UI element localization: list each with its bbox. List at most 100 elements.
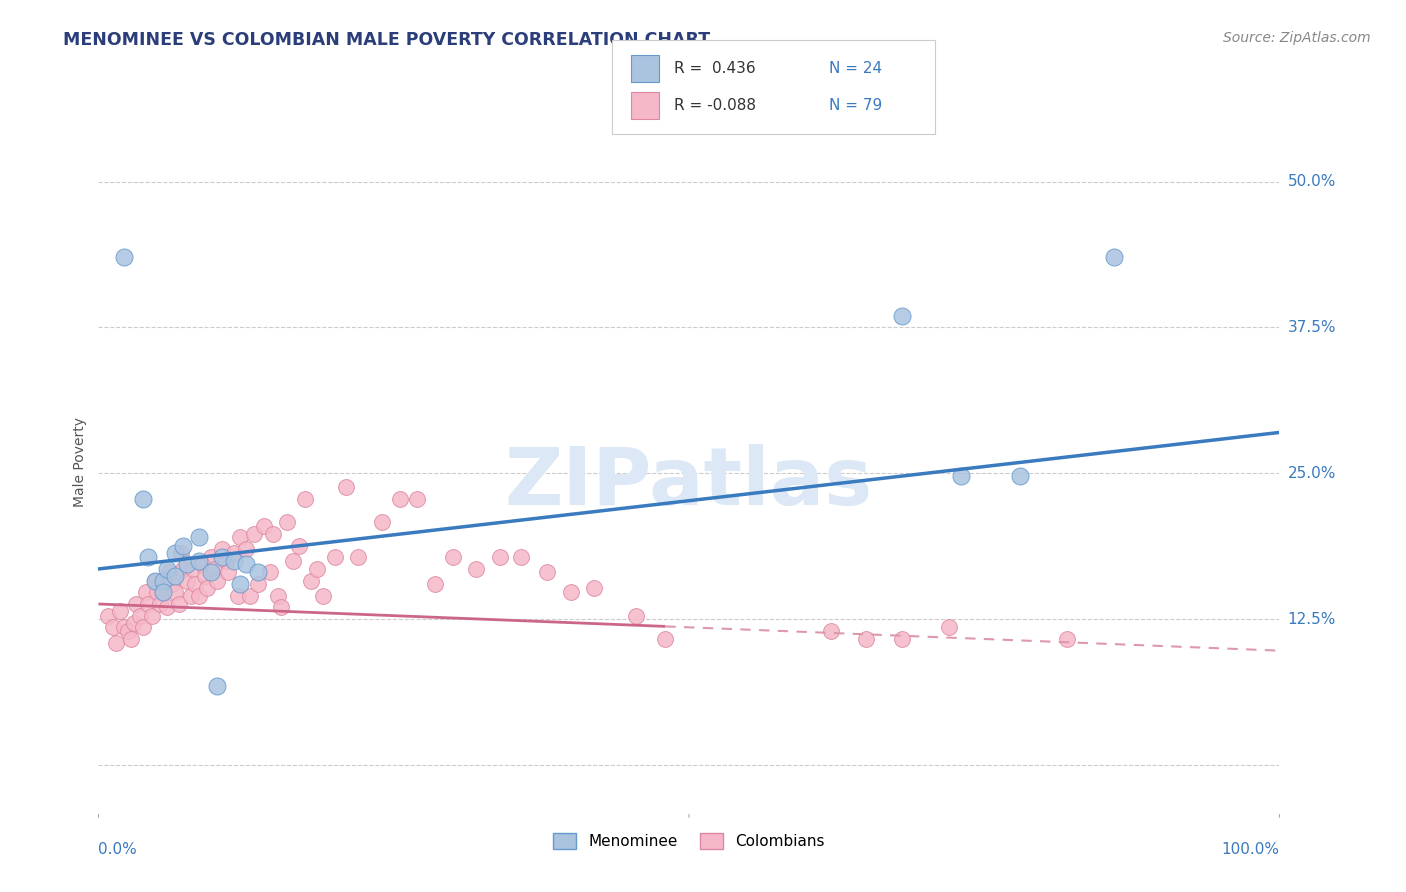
- Point: [200, 550, 222, 565]
- Point: [146, 585, 169, 599]
- Point: [224, 554, 246, 568]
- Point: [200, 566, 222, 580]
- Point: [229, 577, 252, 591]
- Point: [441, 550, 464, 565]
- Text: 0.0%: 0.0%: [98, 842, 138, 857]
- Point: [294, 491, 316, 506]
- Point: [224, 546, 246, 560]
- Point: [371, 516, 394, 530]
- Point: [125, 597, 148, 611]
- Point: [156, 562, 179, 576]
- Point: [132, 620, 155, 634]
- Point: [1056, 632, 1078, 646]
- Point: [187, 531, 209, 545]
- Point: [149, 597, 172, 611]
- Text: 25.0%: 25.0%: [1288, 466, 1336, 481]
- Point: [949, 468, 972, 483]
- Point: [160, 577, 183, 591]
- Y-axis label: Male Poverty: Male Poverty: [73, 417, 87, 507]
- Point: [141, 608, 163, 623]
- Point: [152, 585, 174, 599]
- Point: [259, 566, 281, 580]
- Point: [165, 569, 187, 583]
- Point: [335, 480, 357, 494]
- Text: 12.5%: 12.5%: [1288, 612, 1336, 627]
- Point: [299, 574, 322, 588]
- Point: [276, 516, 298, 530]
- Point: [246, 566, 269, 580]
- Point: [187, 554, 209, 568]
- Point: [136, 550, 159, 565]
- Text: 100.0%: 100.0%: [1222, 842, 1279, 857]
- Point: [143, 574, 166, 588]
- Point: [156, 600, 179, 615]
- Point: [165, 546, 187, 560]
- Point: [172, 539, 194, 553]
- Point: [489, 550, 512, 565]
- Text: ZIPatlas: ZIPatlas: [505, 443, 873, 522]
- Point: [101, 620, 124, 634]
- Point: [152, 585, 174, 599]
- Point: [938, 620, 960, 634]
- Point: [465, 562, 488, 576]
- Point: [180, 589, 202, 603]
- Point: [583, 581, 606, 595]
- Point: [170, 546, 193, 560]
- Text: R =  0.436: R = 0.436: [675, 61, 756, 76]
- Point: [176, 574, 198, 588]
- Point: [312, 589, 335, 603]
- Point: [105, 635, 128, 649]
- Point: [128, 608, 150, 623]
- Point: [191, 558, 214, 572]
- Text: R = -0.088: R = -0.088: [675, 98, 756, 113]
- Point: [253, 518, 276, 533]
- Point: [187, 589, 209, 603]
- Point: [560, 585, 582, 599]
- Text: N = 24: N = 24: [830, 61, 882, 76]
- Point: [215, 554, 238, 568]
- Point: [262, 527, 284, 541]
- Point: [288, 539, 311, 553]
- Point: [97, 608, 120, 623]
- Point: [205, 679, 228, 693]
- Point: [820, 624, 842, 638]
- Point: [624, 608, 647, 623]
- Point: [112, 620, 135, 634]
- Point: [239, 589, 262, 603]
- Point: [217, 566, 239, 580]
- Point: [229, 531, 252, 545]
- Point: [211, 542, 233, 557]
- Point: [135, 585, 157, 599]
- Point: [536, 566, 558, 580]
- Point: [246, 577, 269, 591]
- Point: [108, 604, 131, 618]
- Point: [184, 577, 207, 591]
- Point: [112, 251, 135, 265]
- Point: [243, 527, 266, 541]
- Point: [143, 574, 166, 588]
- Point: [1102, 251, 1125, 265]
- Point: [157, 566, 180, 580]
- Point: [323, 550, 346, 565]
- Point: [347, 550, 370, 565]
- Point: [855, 632, 877, 646]
- Point: [194, 569, 217, 583]
- Point: [1008, 468, 1031, 483]
- Point: [305, 562, 328, 576]
- Legend: Menominee, Colombians: Menominee, Colombians: [546, 825, 832, 856]
- Point: [202, 562, 225, 576]
- Point: [283, 554, 305, 568]
- Point: [226, 589, 249, 603]
- Point: [117, 624, 139, 638]
- Point: [152, 574, 174, 588]
- Point: [654, 632, 676, 646]
- Point: [890, 309, 912, 323]
- Point: [510, 550, 533, 565]
- Point: [235, 558, 257, 572]
- Point: [406, 491, 429, 506]
- Point: [195, 581, 218, 595]
- Point: [211, 550, 233, 565]
- Point: [270, 600, 292, 615]
- Text: MENOMINEE VS COLOMBIAN MALE POVERTY CORRELATION CHART: MENOMINEE VS COLOMBIAN MALE POVERTY CORR…: [63, 31, 710, 49]
- Point: [167, 597, 190, 611]
